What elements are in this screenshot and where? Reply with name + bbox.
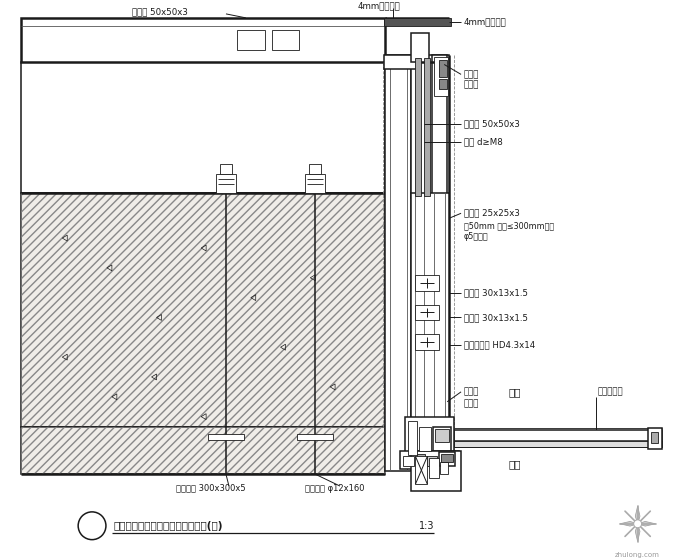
Text: 泡沫棒: 泡沫棒 <box>464 81 480 90</box>
Bar <box>21 18 385 61</box>
Polygon shape <box>635 524 640 542</box>
Bar <box>439 453 455 466</box>
Bar <box>439 60 447 78</box>
Text: 方钢管 50x50x3: 方钢管 50x50x3 <box>464 119 520 128</box>
Bar <box>405 417 454 461</box>
Text: 耐候胶: 耐候胶 <box>464 70 480 79</box>
Bar <box>454 441 662 448</box>
Bar <box>21 61 385 194</box>
Text: 方钢管 50x50x3: 方钢管 50x50x3 <box>131 7 188 16</box>
Bar <box>403 456 415 466</box>
Bar <box>298 435 333 440</box>
Bar <box>454 430 662 441</box>
Bar <box>439 79 447 89</box>
Bar <box>383 55 419 69</box>
Text: 化学螺栓 φ12x160: 化学螺栓 φ12x160 <box>305 484 365 493</box>
Polygon shape <box>620 521 637 526</box>
Bar <box>309 163 321 174</box>
Bar <box>412 194 449 451</box>
Text: 角钢角 25x25x3: 角钢角 25x25x3 <box>464 209 520 218</box>
Bar <box>441 454 453 462</box>
Bar <box>417 454 426 466</box>
Bar <box>415 456 428 484</box>
Text: 耐候胶: 耐候胶 <box>464 387 480 396</box>
Bar <box>220 163 232 174</box>
Bar <box>21 194 385 426</box>
Bar <box>415 275 439 291</box>
Bar <box>305 174 325 194</box>
Text: 铝塑板墙育: 铝塑板墙育 <box>598 387 623 396</box>
Text: 长50mm 间距≤300mm带置: 长50mm 间距≤300mm带置 <box>464 222 554 230</box>
Bar <box>399 451 459 469</box>
Bar <box>21 426 385 474</box>
Bar <box>435 429 449 442</box>
Circle shape <box>634 520 641 528</box>
Bar <box>415 57 421 196</box>
Polygon shape <box>635 506 640 524</box>
Bar <box>383 18 451 26</box>
Text: 隔热断桥窗与铝塑板连接节点详图(一): 隔热断桥窗与铝塑板连接节点详图(一) <box>114 521 224 531</box>
Text: 方钢管 30x13x1.5: 方钢管 30x13x1.5 <box>464 288 528 297</box>
Bar <box>385 55 412 471</box>
Bar <box>21 194 385 426</box>
Text: 1: 1 <box>86 518 98 533</box>
Bar <box>21 426 385 474</box>
Bar <box>433 426 451 456</box>
Text: 4mm弹性胶皮: 4mm弹性胶皮 <box>464 17 507 26</box>
Text: 室外: 室外 <box>509 387 521 397</box>
Bar <box>412 55 449 199</box>
Text: 后置锚件 300x300x5: 后置锚件 300x300x5 <box>176 484 246 493</box>
Bar <box>408 421 417 455</box>
Bar <box>435 56 448 96</box>
Bar <box>237 30 264 50</box>
Text: 方钢管 30x13x1.5: 方钢管 30x13x1.5 <box>464 313 528 322</box>
Bar <box>271 30 300 50</box>
Bar <box>419 426 431 451</box>
Text: 室内: 室内 <box>509 459 521 469</box>
Bar <box>650 431 659 444</box>
Text: 1:3: 1:3 <box>419 521 435 531</box>
Polygon shape <box>637 521 655 526</box>
Bar <box>424 57 430 196</box>
Text: φ5膨胀钉: φ5膨胀钉 <box>464 232 489 240</box>
Bar <box>415 334 439 350</box>
Text: 4mm弹性胶皮: 4mm弹性胶皮 <box>358 2 401 11</box>
Bar <box>429 458 439 478</box>
Bar <box>648 427 662 449</box>
Bar <box>415 305 439 320</box>
Bar <box>412 451 461 491</box>
Bar <box>208 435 244 440</box>
Bar <box>412 33 429 62</box>
Text: 螺栓 d≥M8: 螺栓 d≥M8 <box>464 137 503 146</box>
Bar <box>432 55 447 199</box>
Bar <box>216 174 236 194</box>
Text: 泡沫棒: 泡沫棒 <box>464 399 480 408</box>
Circle shape <box>78 512 106 540</box>
Bar <box>428 456 437 466</box>
Text: zhulong.com: zhulong.com <box>615 551 660 557</box>
Bar <box>440 462 448 474</box>
Text: 直钻自攻钉 HD4.3x14: 直钻自攻钉 HD4.3x14 <box>464 341 536 350</box>
